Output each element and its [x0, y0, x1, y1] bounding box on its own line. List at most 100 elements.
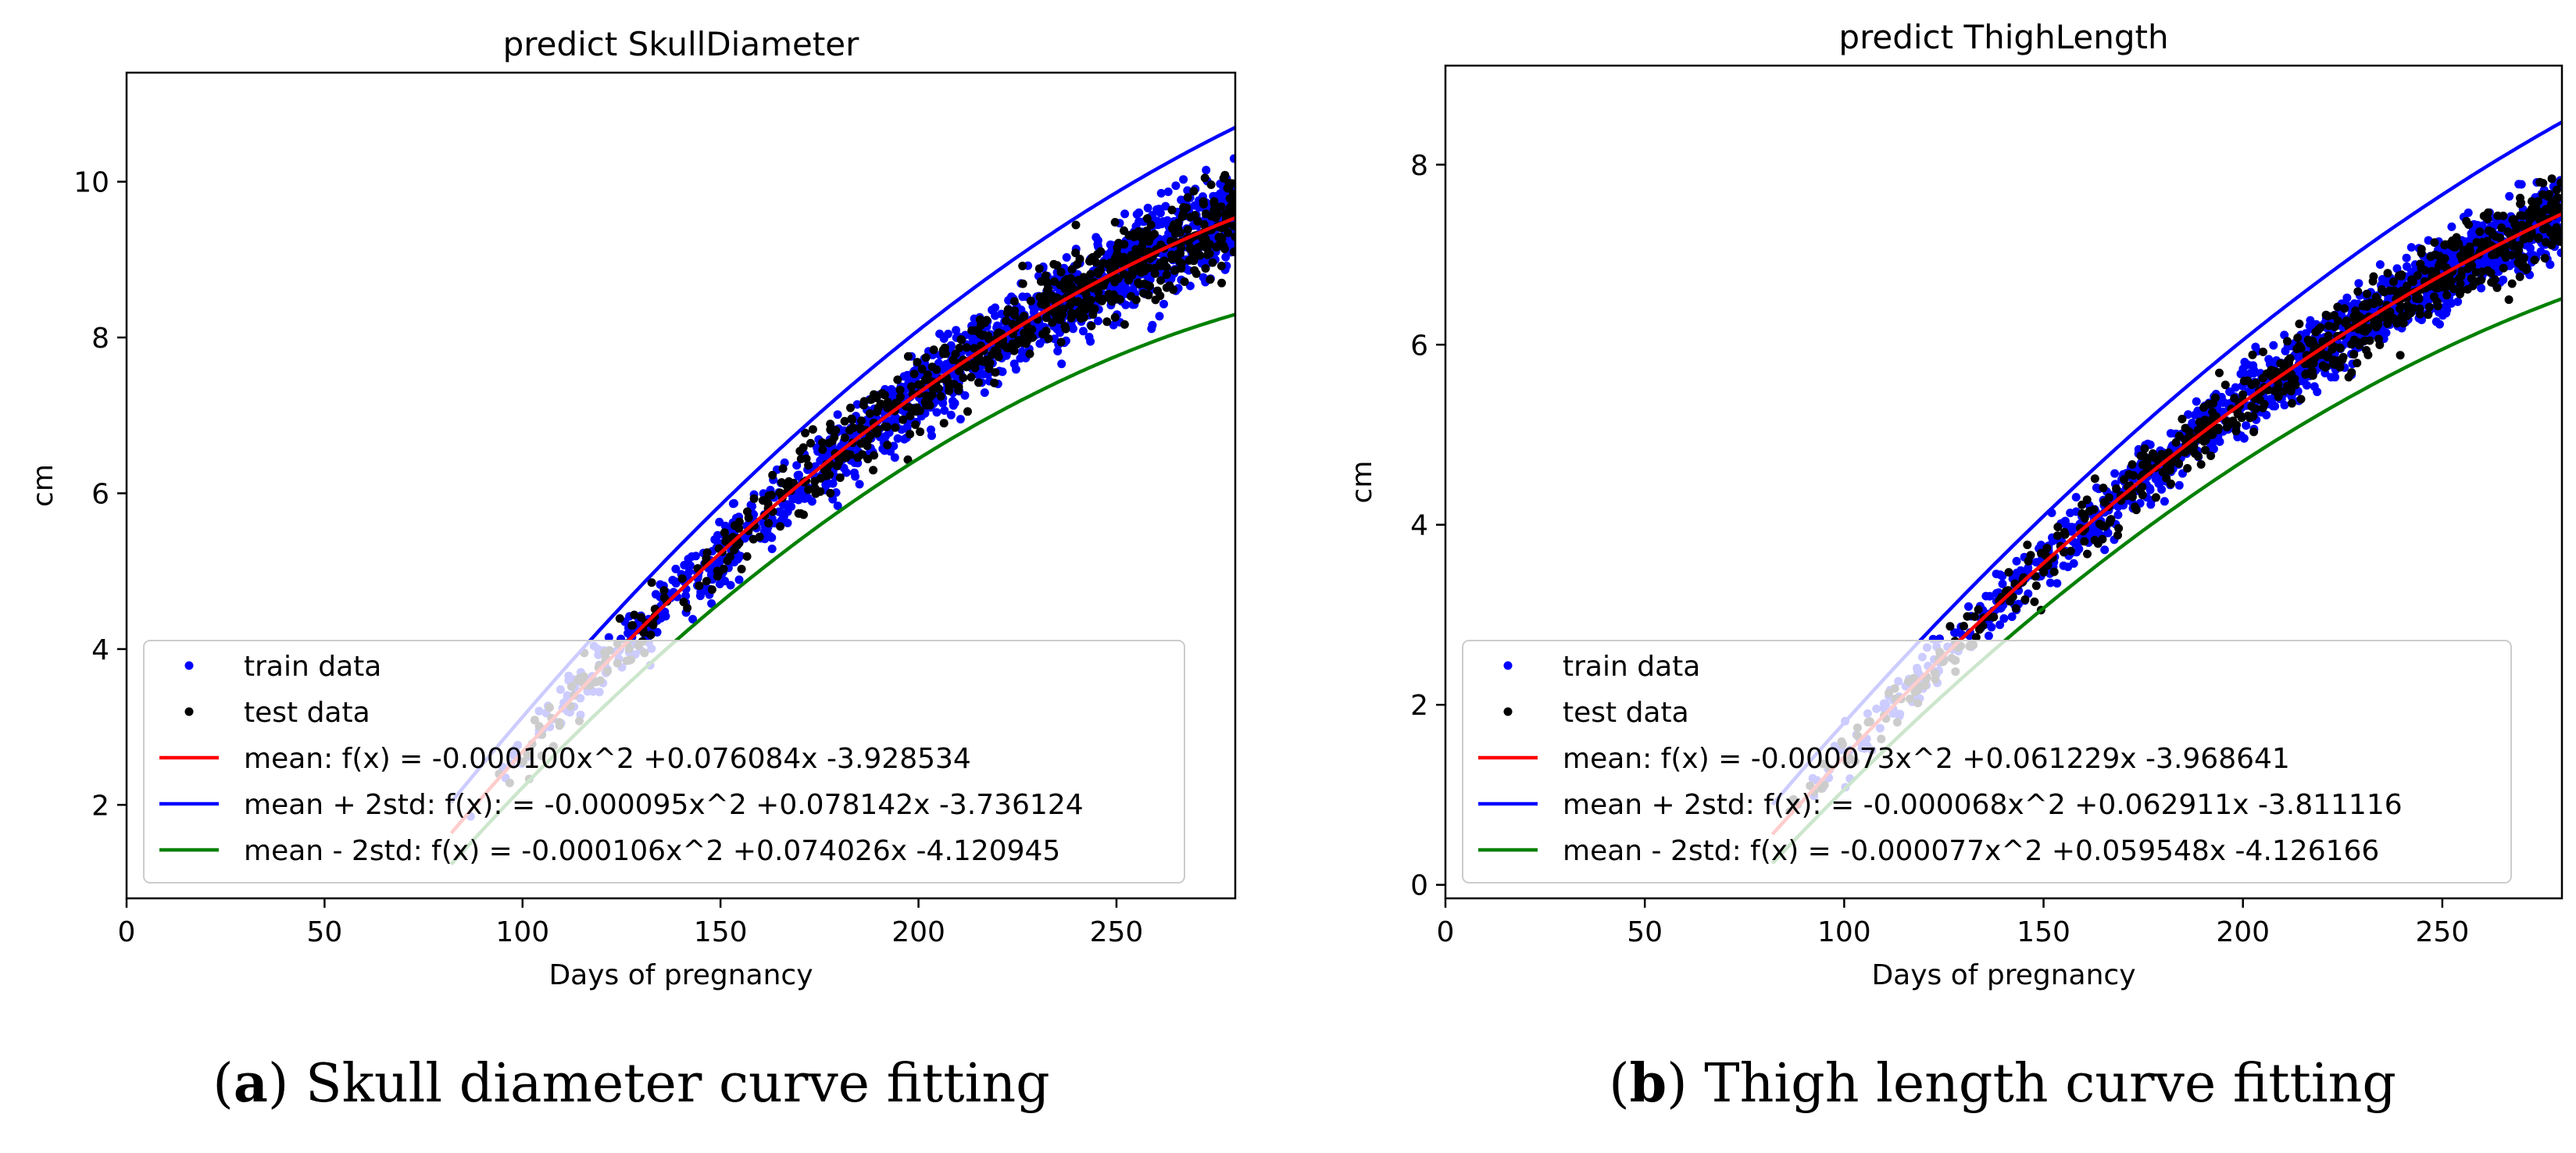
legend-label: mean - 2std: f(x) = -0.000077x^2 +0.0595… [1563, 835, 2379, 867]
train-point [671, 579, 681, 588]
test-point [789, 478, 798, 487]
test-point [2296, 394, 2306, 404]
train-point [2146, 500, 2156, 509]
test-point [2456, 272, 2466, 280]
test-point [2124, 469, 2134, 479]
test-point [2293, 334, 2303, 342]
test-point [2037, 548, 2045, 558]
train-point [734, 575, 744, 584]
test-point [949, 355, 958, 365]
test-point [2230, 394, 2239, 403]
train-point [767, 544, 777, 554]
test-point [767, 491, 776, 500]
test-point [2095, 519, 2104, 529]
train-point [1109, 320, 1118, 330]
train-point [938, 398, 948, 408]
test-point [1963, 612, 1972, 621]
train-point [1094, 316, 1102, 326]
test-point [2249, 427, 2259, 437]
test-point [1041, 271, 1050, 280]
x-tick-label: 150 [2017, 916, 2070, 948]
train-point [927, 425, 935, 434]
test-point [1153, 286, 1162, 295]
test-point [2432, 298, 2442, 306]
test-point [1209, 205, 1219, 215]
train-point [2192, 397, 2201, 406]
y-tick-label: 4 [1410, 510, 1428, 542]
test-point [2452, 233, 2461, 242]
test-point [1041, 313, 1051, 323]
train-point [726, 580, 735, 590]
test-point [2131, 505, 2141, 515]
test-point [2167, 479, 2175, 488]
test-point [2112, 484, 2121, 494]
train-point [2092, 483, 2101, 492]
train-point [2378, 275, 2387, 284]
test-point [1094, 270, 1103, 279]
test-point [2251, 378, 2260, 387]
x-tick-label: 100 [495, 916, 549, 948]
test-point [1113, 243, 1122, 252]
train-point [2166, 429, 2175, 438]
test-point [1203, 250, 1212, 259]
test-point [845, 426, 854, 435]
test-point [1960, 622, 1968, 630]
test-point [1056, 316, 1065, 324]
test-point [778, 464, 788, 473]
test-point [808, 425, 817, 434]
test-point [2313, 325, 2323, 334]
test-point [2517, 198, 2526, 208]
test-point [963, 360, 973, 369]
test-point [2113, 530, 2122, 540]
test-point [1206, 180, 1216, 189]
test-point [873, 425, 882, 434]
test-point [872, 393, 881, 402]
test-point [1008, 319, 1017, 329]
test-point [1074, 297, 1083, 306]
test-point [2520, 234, 2529, 244]
test-point [723, 556, 732, 566]
figure-caption: (a) Skull diameter curve fitting [213, 1052, 1049, 1115]
test-point [916, 380, 925, 389]
test-point [2335, 344, 2345, 353]
train-point [1171, 181, 1181, 191]
train-point [893, 434, 902, 443]
test-point [883, 441, 892, 450]
test-point [2392, 319, 2402, 328]
test-point [2442, 291, 2452, 300]
test-point [2389, 277, 2398, 287]
test-point [2292, 344, 2302, 354]
train-point [1951, 628, 1960, 637]
train-point [2281, 346, 2290, 355]
test-point [1049, 277, 1059, 286]
test-point [1206, 240, 1215, 249]
test-point [2020, 595, 2030, 604]
y-axis-label: cm [1346, 461, 1378, 504]
train-point [1998, 580, 2007, 588]
train-point [807, 497, 816, 506]
test-point [2540, 254, 2549, 262]
test-point [2444, 277, 2453, 286]
test-point [2151, 493, 2160, 502]
train-point [2060, 518, 2069, 527]
caption-open-paren: ( [1609, 1053, 1630, 1115]
test-point [2377, 285, 2386, 294]
test-point [2363, 350, 2373, 359]
train-point [949, 401, 958, 410]
test-point [2201, 432, 2210, 441]
train-point [660, 607, 670, 616]
test-point [806, 438, 815, 448]
axes-frame [1444, 64, 2563, 900]
test-point [907, 382, 916, 391]
test-point [721, 537, 731, 546]
test-point [2207, 415, 2217, 424]
test-point [1167, 205, 1177, 215]
test-point [737, 565, 746, 573]
train-point [940, 406, 949, 415]
test-point [2222, 423, 2231, 432]
test-point [2215, 368, 2224, 377]
test-point [2303, 335, 2313, 344]
test-point [1223, 184, 1232, 193]
test-point [1038, 330, 1048, 339]
test-point [1975, 625, 1984, 634]
